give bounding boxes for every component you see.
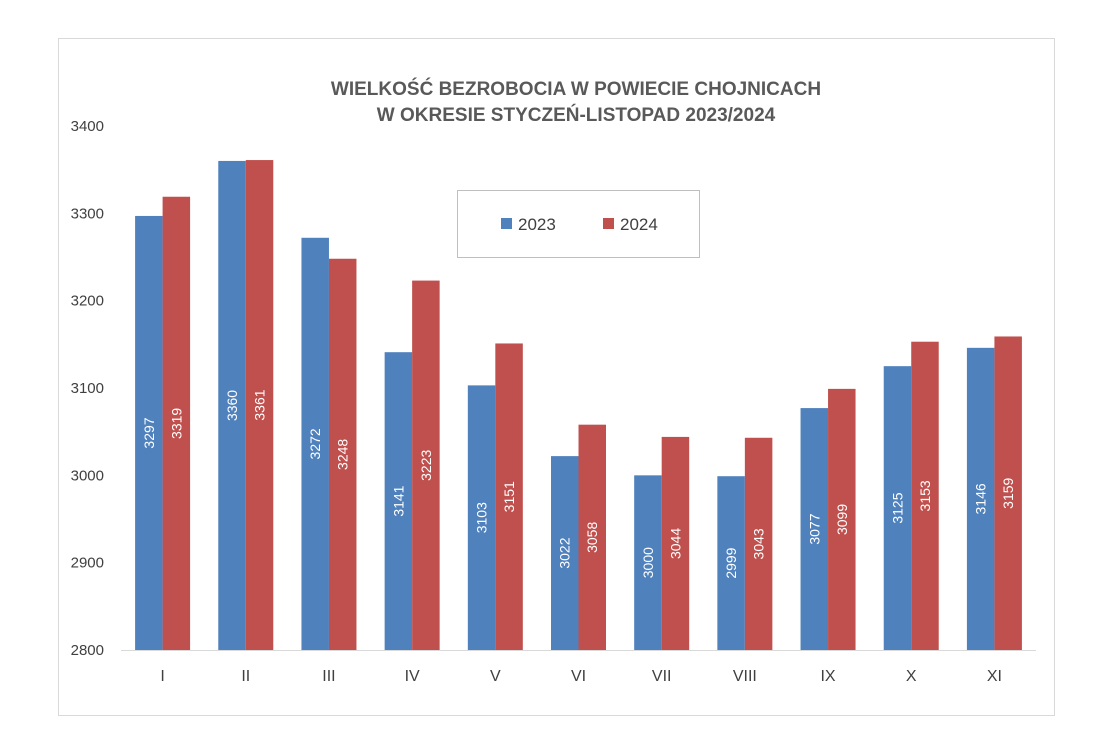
bar-2023-XI bbox=[966, 347, 995, 650]
data-label: 3248 bbox=[335, 439, 351, 470]
data-label: 3077 bbox=[806, 513, 822, 544]
bar-2024-V bbox=[495, 343, 523, 650]
data-label: 3272 bbox=[307, 428, 323, 459]
x-category-label: I bbox=[160, 668, 164, 685]
bar-2023-IV bbox=[384, 352, 413, 650]
y-tick-label: 2800 bbox=[71, 642, 104, 659]
x-category-label: II bbox=[241, 668, 250, 685]
legend: 2023 2024 bbox=[457, 190, 700, 258]
data-label: 3151 bbox=[501, 481, 517, 512]
data-label: 3319 bbox=[168, 408, 184, 439]
y-tick-label: 3300 bbox=[71, 205, 104, 222]
bar-2024-II bbox=[245, 160, 274, 650]
bar-2024-III bbox=[328, 258, 357, 650]
legend-swatch-2023 bbox=[501, 218, 512, 229]
bar-2023-VIII bbox=[717, 476, 745, 650]
x-category-label: V bbox=[490, 668, 501, 685]
bar-2023-IX bbox=[800, 408, 829, 650]
bar-chart: WIELKOŚĆ BEZROBOCIA W POWIECIE CHOJNICAC… bbox=[71, 78, 1036, 685]
x-category-label: X bbox=[906, 668, 917, 685]
bar-2023-II bbox=[218, 160, 246, 650]
data-label: 3297 bbox=[141, 417, 157, 448]
bar-2023-III bbox=[301, 237, 329, 650]
bar-2024-IX bbox=[828, 388, 856, 650]
legend-label-2024: 2024 bbox=[620, 215, 658, 234]
data-label: 3360 bbox=[224, 390, 240, 421]
data-label: 3223 bbox=[418, 450, 434, 481]
data-label: 3146 bbox=[973, 483, 989, 514]
data-label: 3125 bbox=[889, 492, 905, 523]
bars: 3297 3319 3360 3361 3272 3248 3141 3223 3103 3151… bbox=[135, 160, 1022, 651]
y-tick-label: 2900 bbox=[71, 555, 104, 572]
data-label: 2999 bbox=[723, 547, 739, 578]
data-label: 3044 bbox=[667, 528, 683, 559]
data-label: 3099 bbox=[834, 504, 850, 535]
x-category-label: IX bbox=[820, 668, 835, 685]
data-label: 3361 bbox=[252, 389, 268, 420]
bar-2023-V bbox=[467, 385, 496, 650]
data-label: 3153 bbox=[917, 480, 933, 511]
data-label: 3141 bbox=[390, 485, 406, 516]
bar-2023-VI bbox=[551, 456, 579, 650]
data-label: 3159 bbox=[1000, 477, 1016, 508]
legend-label-2023: 2023 bbox=[518, 215, 556, 234]
x-category-label: VI bbox=[571, 668, 586, 685]
data-label: 3000 bbox=[640, 547, 656, 578]
y-tick-label: 3200 bbox=[71, 293, 104, 310]
y-tick-label: 3100 bbox=[71, 380, 104, 397]
bar-2024-IV bbox=[412, 280, 440, 650]
bar-2024-VI bbox=[578, 424, 606, 650]
bar-2024-VIII bbox=[744, 437, 773, 650]
data-label: 3043 bbox=[751, 528, 767, 559]
bar-2023-X bbox=[883, 366, 912, 650]
bar-2024-VII bbox=[661, 436, 690, 650]
x-category-label: VII bbox=[652, 668, 672, 685]
x-category-label: IV bbox=[405, 668, 420, 685]
data-label: 3103 bbox=[474, 502, 490, 533]
x-category-label: III bbox=[322, 668, 335, 685]
legend-box bbox=[457, 190, 700, 258]
bar-2024-I bbox=[162, 196, 191, 651]
chart-title: WIELKOŚĆ BEZROBOCIA W POWIECIE CHOJNICAC… bbox=[331, 78, 821, 126]
data-label: 3022 bbox=[557, 537, 573, 568]
y-tick-label: 3000 bbox=[71, 467, 104, 484]
legend-swatch-2024 bbox=[603, 218, 614, 229]
chart-area: WIELKOŚĆ BEZROBOCIA W POWIECIE CHOJNICAC… bbox=[58, 38, 1055, 716]
x-category-label: XI bbox=[987, 668, 1002, 685]
x-category-label: VIII bbox=[733, 668, 757, 685]
y-axis-ticks: 2800 2900 3000 3100 3200 3300 3400 bbox=[71, 118, 104, 659]
bar-2024-X bbox=[911, 341, 939, 650]
bar-2023-VII bbox=[634, 475, 662, 650]
data-label: 3058 bbox=[584, 522, 600, 553]
bar-2023-I bbox=[135, 215, 163, 650]
chart-title-line-1: WIELKOŚĆ BEZROBOCIA W POWIECIE CHOJNICAC… bbox=[331, 78, 821, 100]
x-axis-categories: I II III IV V VI VII VIII IX X XI bbox=[160, 668, 1002, 685]
bar-2024-XI bbox=[994, 336, 1022, 650]
chart-title-line-2: W OKRESIE STYCZEŃ-LISTOPAD 2023/2024 bbox=[377, 104, 776, 126]
y-tick-label: 3400 bbox=[71, 118, 104, 135]
